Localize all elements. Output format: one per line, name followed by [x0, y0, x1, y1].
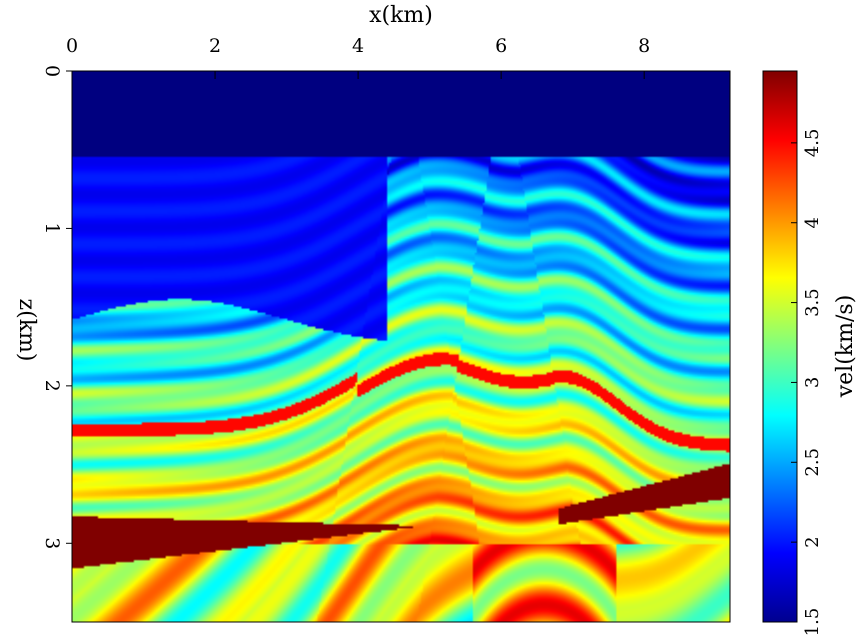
- colorbar-tick-label: 4: [802, 217, 823, 228]
- x-tick-label: 4: [352, 35, 364, 57]
- x-tick-label: 0: [66, 35, 78, 57]
- colorbar-tick-label: 2.5: [802, 448, 823, 477]
- y-tick-label: 0: [41, 65, 63, 77]
- y-axis-title: z(km): [14, 299, 39, 362]
- colorbar: [762, 70, 798, 623]
- colorbar-tick-label: 3: [802, 377, 823, 388]
- velocity-heatmap: [72, 71, 730, 622]
- colorbar-tick-label: 3.5: [802, 288, 823, 317]
- x-tick-label: 2: [209, 35, 221, 57]
- x-axis: 0 2 4 6 8: [66, 35, 650, 79]
- y-tick-label: 1: [41, 222, 63, 234]
- colorbar-ticks: 1.5 2 2.5 3 3.5 4 4.5: [791, 129, 823, 637]
- colorbar-tick-label: 1.5: [802, 608, 823, 637]
- colorbar-title: vel(km/s): [833, 295, 858, 399]
- y-axis: 0 1 2 3: [41, 65, 72, 549]
- y-tick-label: 2: [41, 380, 63, 392]
- plot-frame: [71, 70, 731, 623]
- x-tick-label: 6: [495, 35, 507, 57]
- y-tick-label: 3: [41, 537, 63, 549]
- colorbar-tick-label: 2: [802, 536, 823, 547]
- colorbar-tick-label: 4.5: [802, 129, 823, 158]
- x-tick-label: 8: [638, 35, 650, 57]
- x-axis-title: x(km): [369, 3, 433, 28]
